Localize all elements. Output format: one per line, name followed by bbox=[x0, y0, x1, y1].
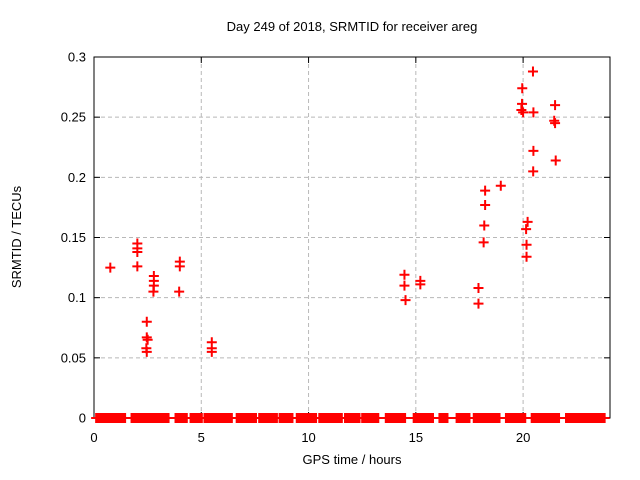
svg-text:10: 10 bbox=[301, 430, 315, 445]
svg-text:0.25: 0.25 bbox=[61, 110, 86, 125]
y-axis-label: SRMTID / TECUs bbox=[9, 185, 24, 289]
svg-text:0.1: 0.1 bbox=[68, 290, 86, 305]
svg-text:0.05: 0.05 bbox=[61, 350, 86, 365]
svg-text:5: 5 bbox=[198, 430, 205, 445]
svg-text:15: 15 bbox=[409, 430, 423, 445]
x-axis-label: GPS time / hours bbox=[302, 452, 402, 467]
svg-text:0.2: 0.2 bbox=[68, 170, 86, 185]
svg-text:0: 0 bbox=[90, 430, 97, 445]
y-tick-labels: 0 0.05 0.1 0.15 0.2 0.25 0.3 bbox=[61, 50, 86, 426]
plot-title: Day 249 of 2018, SRMTID for receiver are… bbox=[226, 19, 478, 34]
svg-text:0.3: 0.3 bbox=[68, 50, 86, 65]
x-tick-labels: 0 5 10 15 20 bbox=[90, 430, 530, 445]
svg-text:0.15: 0.15 bbox=[61, 230, 86, 245]
svg-text:20: 20 bbox=[516, 430, 530, 445]
data-points bbox=[91, 66, 610, 423]
svg-text:0: 0 bbox=[79, 411, 86, 426]
